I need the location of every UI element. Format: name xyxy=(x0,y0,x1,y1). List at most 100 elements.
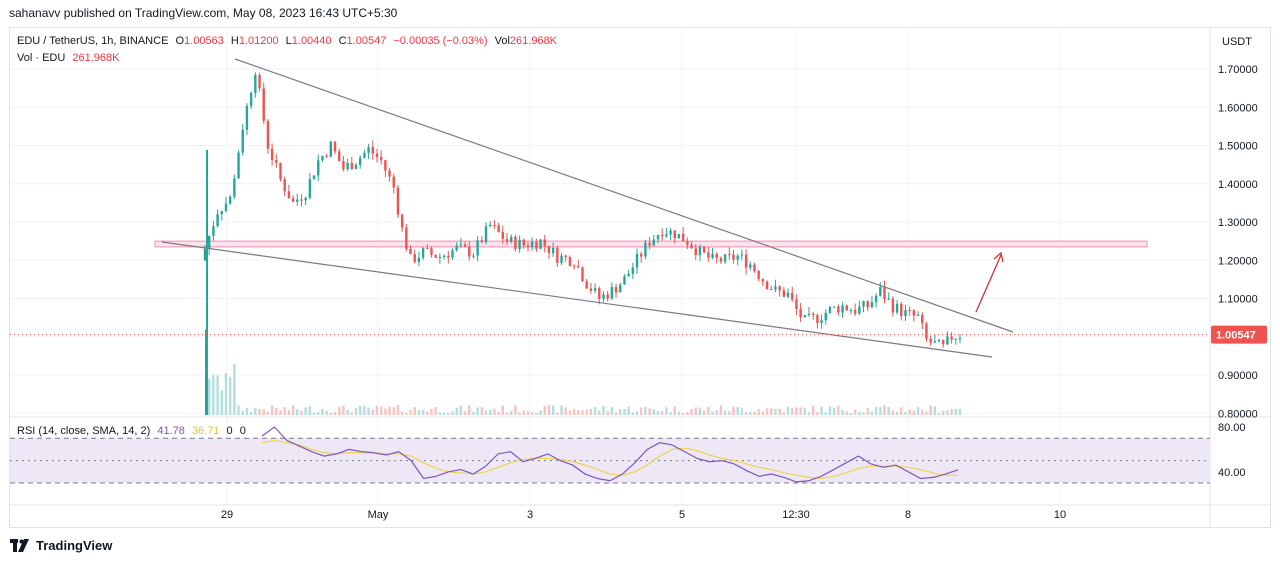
legend-close-label: C xyxy=(338,35,347,47)
candle-body xyxy=(484,226,488,243)
candle-body xyxy=(791,292,794,300)
candle-body xyxy=(598,288,601,299)
volume-bar xyxy=(400,411,404,415)
volume-bar xyxy=(384,408,387,415)
candle-body xyxy=(321,155,324,161)
volume-bar xyxy=(598,410,601,415)
candle-body xyxy=(417,257,421,262)
volume-bar xyxy=(782,412,786,415)
candle-body xyxy=(866,301,869,308)
candle-body xyxy=(686,241,689,245)
candle-body xyxy=(811,313,815,316)
candle-body xyxy=(312,175,316,180)
volume-bar xyxy=(304,407,307,415)
volume-bar xyxy=(958,408,962,415)
candle-body xyxy=(560,255,563,263)
candle-body xyxy=(715,253,718,258)
candle-body xyxy=(614,287,618,293)
volume-bar xyxy=(954,409,958,415)
legend-low-label: L xyxy=(285,35,292,47)
volume-bar xyxy=(824,412,827,415)
resistance-zone xyxy=(154,240,1148,248)
candle-body xyxy=(749,264,752,268)
price-axis-tick: 0.80000 xyxy=(1218,408,1258,420)
tradingview-footer[interactable]: TradingView xyxy=(10,538,112,553)
volume-bar xyxy=(455,407,458,415)
volume-bar xyxy=(803,407,807,415)
candle-body xyxy=(455,245,458,251)
volume-bar xyxy=(342,405,345,415)
volume-bar xyxy=(417,409,421,415)
volume-bar xyxy=(921,409,924,415)
candle-body xyxy=(681,233,685,242)
legend-high: 1.01200 xyxy=(238,35,279,47)
volume-bar xyxy=(224,372,228,415)
candle-body xyxy=(711,253,714,258)
candle-body xyxy=(786,292,790,297)
candle-body xyxy=(925,323,928,339)
candle-body xyxy=(308,179,312,198)
candle-body xyxy=(946,336,949,345)
listing-volume-bar xyxy=(205,330,208,415)
volume-bar xyxy=(266,411,270,415)
candle-body xyxy=(266,120,270,149)
volume-bar xyxy=(312,412,316,415)
candle-body xyxy=(635,254,639,268)
volume-bar xyxy=(883,405,886,415)
volume-bar xyxy=(484,410,488,415)
price-axis-tick: 1.30000 xyxy=(1218,217,1258,229)
time-axis-tick: 29 xyxy=(221,509,233,521)
volume-bar xyxy=(694,407,697,415)
candle-body xyxy=(350,162,354,170)
volume-bar xyxy=(698,407,702,415)
volume-bar xyxy=(270,405,274,415)
volume-bar xyxy=(765,408,769,415)
volume-bar xyxy=(568,410,572,415)
candle-body xyxy=(300,199,303,201)
candle-body xyxy=(421,248,425,258)
candle-body xyxy=(803,315,807,318)
volume-bar xyxy=(413,407,416,415)
legend-low: 1.00440 xyxy=(291,35,332,47)
volume-bar xyxy=(535,412,538,415)
volume-bar xyxy=(811,405,815,415)
volume-bar xyxy=(585,409,588,415)
volume-bar xyxy=(317,411,320,415)
candle-body xyxy=(740,254,744,256)
footer-brand: TradingView xyxy=(36,538,113,553)
volume-bar xyxy=(753,411,756,415)
candle-body xyxy=(379,157,383,161)
volume-bar xyxy=(614,412,618,415)
volume-bar xyxy=(841,410,844,415)
candle-body xyxy=(954,338,958,340)
volume-bar xyxy=(505,412,509,415)
legend-close: 1.00547 xyxy=(346,35,387,47)
volume-bar xyxy=(358,405,362,415)
volume-bar xyxy=(807,412,811,415)
candle-body xyxy=(317,160,320,176)
price-axis-tick: 1.50000 xyxy=(1218,141,1258,153)
candle-body xyxy=(774,286,777,290)
volume-bar xyxy=(363,405,366,415)
candle-body xyxy=(551,247,555,254)
time-axis-tick: 3 xyxy=(527,509,533,521)
volume-bar xyxy=(556,412,559,415)
vol-row-value: 261.968K xyxy=(72,52,120,64)
candle-body xyxy=(673,230,676,239)
volume-bar xyxy=(929,405,932,415)
candle-body xyxy=(468,246,471,257)
candle-body xyxy=(770,288,773,290)
candle-body xyxy=(623,276,626,285)
volume-bar xyxy=(526,411,530,415)
candle-body xyxy=(832,306,836,308)
volume-bar xyxy=(593,407,597,415)
volume-bar xyxy=(245,407,249,415)
volume-bar xyxy=(778,408,781,415)
candle-body xyxy=(539,239,542,249)
volume-bar xyxy=(912,410,916,415)
candle-body xyxy=(736,255,739,260)
rsi-sma-value: 36.71 xyxy=(191,425,220,437)
candle-body xyxy=(874,295,878,302)
candle-body xyxy=(451,250,454,258)
